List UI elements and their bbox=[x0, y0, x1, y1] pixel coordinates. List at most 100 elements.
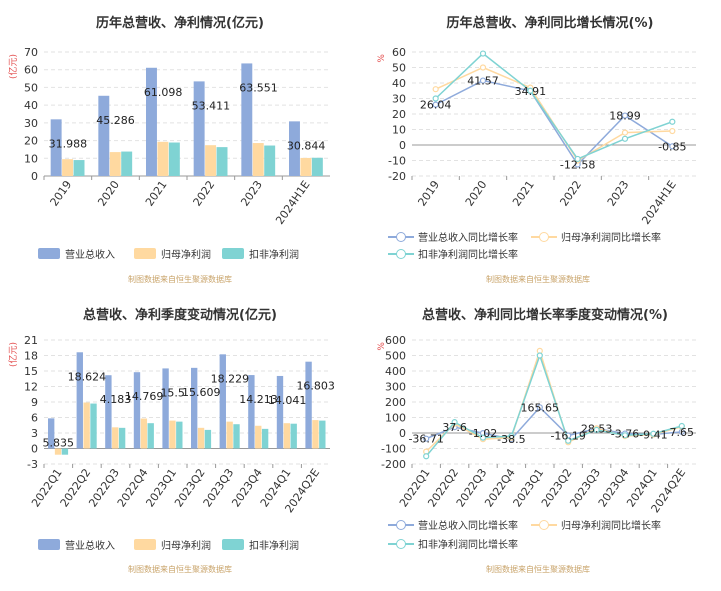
y-tick-label: 9 bbox=[31, 396, 38, 409]
y-tick-label: 100 bbox=[385, 412, 406, 425]
legend-item-deducted-growth[interactable]: 扣非净利润同比增长率 bbox=[388, 246, 518, 261]
legend-item-revenue[interactable]: 营业总收入 bbox=[38, 246, 115, 261]
data-label: 14.041 bbox=[268, 394, 307, 407]
bar bbox=[197, 427, 205, 449]
source-note: 制图数据来自恒生聚源数据库 bbox=[128, 565, 232, 574]
x-tick-label: 2019 bbox=[415, 178, 442, 208]
data-point bbox=[508, 432, 515, 440]
legend-item-deducted[interactable]: 扣非净利润 bbox=[222, 537, 299, 552]
bar bbox=[147, 423, 154, 449]
bar bbox=[264, 145, 276, 176]
x-tick-label: 2021 bbox=[143, 178, 170, 208]
y-tick-label: 300 bbox=[385, 381, 406, 394]
y-tick-label: 3 bbox=[31, 427, 38, 440]
bar bbox=[193, 81, 205, 176]
data-point bbox=[423, 453, 430, 460]
x-tick-label: 2022 bbox=[557, 178, 584, 208]
y-tick-label: 15 bbox=[24, 365, 38, 378]
bar bbox=[118, 427, 126, 449]
legend-item-deducted-growth[interactable]: 扣非净利润同比增长率 bbox=[388, 536, 518, 551]
data-label: 14.213 bbox=[239, 393, 278, 406]
annual-growth-chart: -20 -10 0 10 20 30 40 50 60% 2019 2020 2021 2022 2023… bbox=[377, 46, 696, 227]
bar bbox=[162, 368, 169, 449]
y-tick-label: 20 bbox=[392, 108, 406, 121]
y-tick-label: 40 bbox=[24, 99, 38, 112]
data-label: -16.19 bbox=[550, 430, 585, 443]
data-label: 53.411 bbox=[192, 99, 231, 112]
data-point bbox=[621, 129, 629, 136]
bar bbox=[62, 159, 74, 176]
y-tick-label: 60 bbox=[392, 46, 406, 59]
y-tick-label: 0 bbox=[399, 139, 406, 152]
data-label: -3.76 bbox=[611, 428, 639, 441]
data-label: 30.844 bbox=[287, 139, 326, 152]
data-label: 34.91 bbox=[515, 85, 547, 98]
bar bbox=[61, 448, 69, 455]
legend-item-revenue-growth[interactable]: 营业总收入同比增长率 bbox=[388, 229, 518, 244]
legend-item-revenue[interactable]: 营业总收入 bbox=[38, 537, 115, 552]
bar bbox=[204, 429, 212, 449]
x-tick-label: 2024H1E bbox=[639, 178, 678, 227]
bar bbox=[319, 420, 326, 449]
bar bbox=[121, 151, 133, 176]
data-label: 45.286 bbox=[96, 114, 135, 127]
bar bbox=[109, 152, 121, 176]
y-tick-label: -100 bbox=[381, 443, 406, 456]
bar bbox=[140, 418, 148, 449]
data-point bbox=[451, 419, 458, 426]
bar bbox=[54, 448, 62, 455]
bar bbox=[311, 157, 323, 176]
data-label: -1.02 bbox=[469, 427, 497, 440]
x-tick-label: 2022 bbox=[191, 178, 218, 208]
bar bbox=[205, 145, 217, 176]
chart-title: 历年总营收、净利同比增长情况(%) bbox=[446, 16, 654, 31]
data-label: 26.04 bbox=[420, 99, 452, 112]
bar bbox=[283, 423, 291, 449]
bar bbox=[146, 67, 157, 176]
bar bbox=[248, 375, 255, 449]
data-point bbox=[536, 404, 543, 411]
data-point bbox=[432, 95, 439, 102]
chart-title: 历年总营收、净利情况(亿元) bbox=[96, 16, 264, 31]
legend-item-netprofit-growth[interactable]: 归母净利润同比增长率 bbox=[531, 517, 661, 532]
y-tick-label: 0 bbox=[31, 443, 38, 456]
y-tick-label: 30 bbox=[24, 117, 38, 130]
y-tick-label: 12 bbox=[24, 381, 38, 394]
legend-item-revenue-growth[interactable]: 营业总收入同比增长率 bbox=[388, 517, 518, 532]
y-tick-label: -3 bbox=[27, 458, 38, 471]
x-tick-label: 2020 bbox=[95, 178, 122, 208]
bar bbox=[98, 95, 110, 176]
data-point bbox=[479, 434, 487, 441]
bar bbox=[226, 421, 233, 449]
bar bbox=[290, 423, 297, 449]
x-tick-label: 2019 bbox=[48, 178, 75, 208]
bar bbox=[133, 372, 141, 449]
y-tick-label: 6 bbox=[31, 412, 38, 425]
x-tick-label: 2020 bbox=[463, 178, 490, 208]
bar bbox=[176, 421, 183, 449]
y-tick-label: 10 bbox=[24, 152, 38, 165]
data-label: 37.6 bbox=[442, 421, 467, 434]
bar bbox=[191, 367, 198, 449]
bar bbox=[168, 142, 180, 176]
bar bbox=[112, 427, 119, 449]
source-note: 制图数据来自恒生聚源数据库 bbox=[128, 275, 232, 284]
data-label: 7.65 bbox=[670, 426, 695, 439]
legend-item-netprofit[interactable]: 归母净利润 bbox=[134, 537, 211, 552]
legend-item-netprofit[interactable]: 归母净利润 bbox=[134, 246, 211, 261]
data-point bbox=[574, 155, 581, 163]
data-point bbox=[527, 87, 534, 94]
legend-item-netprofit-growth[interactable]: 归母净利润同比增长率 bbox=[531, 229, 661, 244]
series-line bbox=[435, 52, 673, 160]
data-label: 4.183 bbox=[100, 393, 132, 406]
y-tick-label: 30 bbox=[392, 93, 406, 106]
y-tick-label: -200 bbox=[381, 458, 406, 471]
source-note: 制图数据来自恒生聚源数据库 bbox=[486, 565, 590, 574]
y-tick-label: 18 bbox=[24, 350, 38, 363]
legend-item-deducted[interactable]: 扣非净利润 bbox=[222, 246, 299, 261]
data-point bbox=[432, 86, 439, 93]
y-tick-label: 21 bbox=[24, 334, 38, 347]
bar bbox=[255, 425, 262, 449]
data-label: 31.988 bbox=[49, 137, 88, 150]
x-tick-label: 2023 bbox=[238, 178, 265, 208]
